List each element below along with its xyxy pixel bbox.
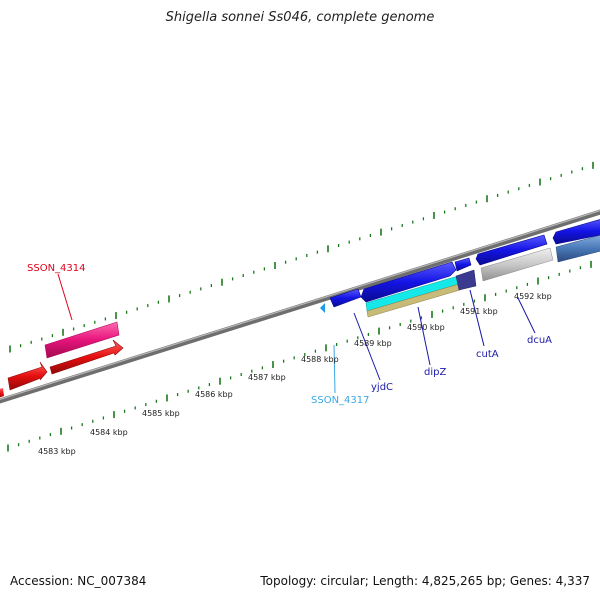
feature-dcua-arrow[interactable] — [552, 218, 600, 245]
gene-label-sson-4314[interactable]: SSON_4314 — [27, 263, 86, 274]
feature-gray-band[interactable] — [480, 247, 554, 282]
scale-label: 4584 kbp — [90, 428, 128, 437]
callout-dcua — [517, 297, 536, 334]
feature-red-gene-2[interactable] — [7, 361, 48, 391]
genome-summary-label: Topology: circular; Length: 4,825,265 bp… — [260, 574, 590, 588]
gene-label-yjdc[interactable]: yjdC — [371, 382, 393, 393]
lower-tick-ring — [7, 260, 592, 452]
genome-backbone — [0, 209, 600, 404]
feature-sson-4317[interactable] — [320, 303, 325, 313]
feature-steel-band[interactable] — [555, 234, 600, 263]
scale-label: 4587 kbp — [248, 373, 286, 382]
gene-label-dipz[interactable]: dipZ — [424, 367, 446, 378]
gene-label-dcua[interactable]: dcuA — [527, 335, 552, 346]
callout-sson-4317 — [333, 344, 336, 394]
callout-dipz — [417, 306, 431, 366]
scale-label: 4588 kbp — [301, 355, 339, 364]
callout-cuta — [469, 289, 485, 347]
accession-label: Accession: NC_007384 — [10, 574, 147, 588]
genome-title: Shigella sonnei Ss046, complete genome — [165, 10, 435, 25]
scale-labels: 4583 kbp 4584 kbp 4585 kbp 4586 kbp 4587… — [38, 292, 552, 456]
callout-yjdc — [353, 312, 381, 381]
upper-tick-ring — [9, 161, 594, 353]
scale-label: 4589 kbp — [354, 339, 392, 348]
feature-red-gene-3[interactable] — [0, 388, 4, 399]
genome-backbone-highlight — [0, 210, 600, 400]
gene-label-sson-4317[interactable]: SSON_4317 — [311, 395, 370, 406]
feature-cuta-arrow[interactable] — [475, 234, 548, 266]
scale-label: 4583 kbp — [38, 447, 76, 456]
scale-label: 4585 kbp — [142, 409, 180, 418]
feature-purple-band[interactable] — [455, 269, 477, 291]
callout-sson-4314 — [57, 273, 73, 321]
feature-ss0n-4314[interactable] — [44, 321, 120, 359]
scale-label: 4591 kbp — [460, 307, 498, 316]
feature-small-blue[interactable] — [454, 257, 472, 272]
scale-label: 4590 kbp — [407, 323, 445, 332]
scale-label: 4586 kbp — [195, 390, 233, 399]
gene-label-cuta[interactable]: cutA — [476, 349, 499, 360]
feature-red-gene-1[interactable] — [49, 339, 124, 375]
scale-label: 4592 kbp — [514, 292, 552, 301]
feature-dipz-arrow[interactable] — [360, 261, 457, 303]
